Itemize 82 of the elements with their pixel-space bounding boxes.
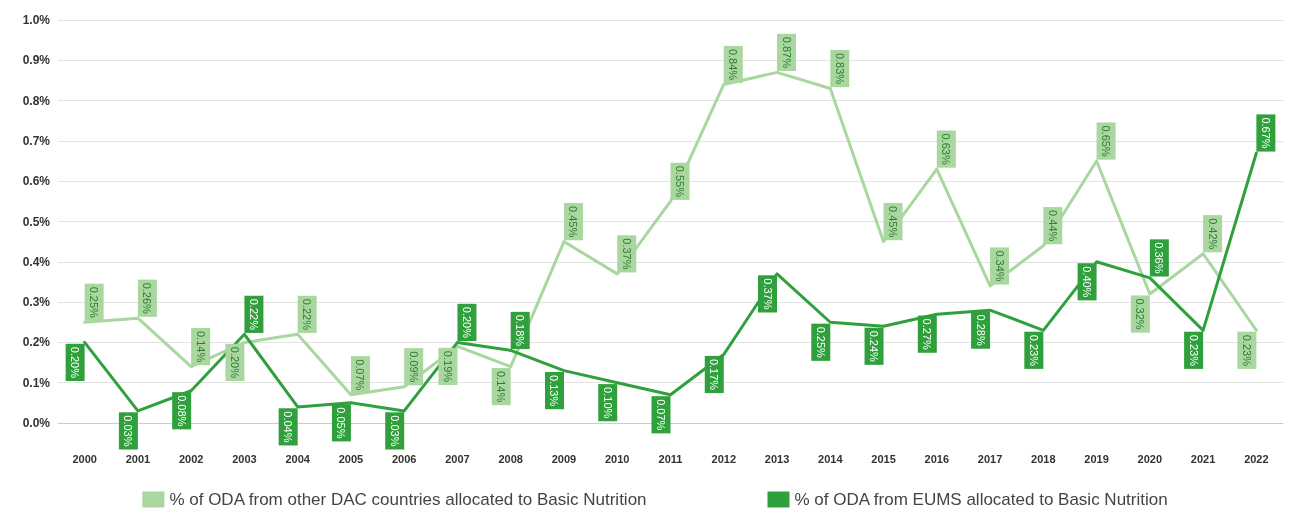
data-label: 0.27% [921, 318, 934, 350]
data-label: 0.37% [761, 278, 774, 310]
data-label: 0.07% [354, 359, 367, 391]
data-label: 0.23% [1187, 334, 1200, 367]
data-label: 0.09% [407, 351, 420, 383]
data-label: 0.19% [441, 350, 454, 383]
data-label: 0.17% [708, 358, 721, 391]
y-tick-label: 0.9% [22, 53, 51, 68]
y-tick-label: 0.0% [22, 416, 51, 430]
data-label: 0.63% [940, 133, 953, 165]
data-label: 0.83% [833, 52, 846, 85]
y-tick-label: 0.2% [22, 335, 51, 350]
y-tick-label: 0.1% [22, 375, 51, 390]
x-tick-label: 2020 [1137, 452, 1163, 465]
y-tick-label: 1.0% [22, 13, 51, 27]
y-tick-label: 0.3% [22, 295, 51, 310]
data-label: 0.20% [228, 346, 241, 379]
x-tick-label: 2022 [1244, 452, 1269, 465]
data-label: 0.20% [460, 306, 473, 339]
data-label: 0.28% [974, 314, 987, 346]
data-label: 0.44% [1046, 210, 1059, 242]
data-label: 0.87% [780, 36, 793, 69]
data-label: 0.08% [175, 395, 188, 427]
x-tick-label: 2005 [338, 452, 364, 465]
x-tick-label: 2002 [178, 452, 204, 465]
x-tick-label: 2006 [391, 452, 417, 465]
data-label: 0.23% [1240, 334, 1253, 367]
data-label: 0.25% [814, 326, 827, 359]
x-tick-label: 2019 [1084, 452, 1109, 465]
x-tick-label: 2003 [232, 452, 257, 465]
x-tick-label: 2017 [977, 452, 1003, 465]
data-label: 0.32% [1134, 298, 1147, 330]
data-label: 0.40% [1081, 266, 1094, 298]
x-tick-label: 2011 [658, 452, 683, 465]
legend-label: % of ODA from other DAC countries allocated to Basic Nutrition [169, 490, 647, 509]
x-tick-label: 2015 [871, 452, 896, 465]
x-tick-label: 2000 [72, 452, 97, 465]
data-label: 0.13% [548, 375, 561, 407]
data-label: 0.20% [69, 346, 82, 379]
data-label: 0.45% [567, 206, 580, 238]
data-label: 0.36% [1153, 242, 1166, 274]
data-label: 0.55% [674, 165, 686, 198]
y-tick-label: 0.4% [22, 254, 51, 269]
data-label: 0.84% [727, 48, 740, 81]
data-label: 0.14% [194, 330, 207, 363]
data-label: 0.05% [335, 407, 348, 439]
x-tick-label: 2007 [445, 452, 470, 465]
x-tick-label: 2012 [711, 452, 736, 465]
x-tick-label: 2001 [125, 452, 151, 465]
data-label: 0.22% [301, 298, 314, 331]
data-label: 0.26% [141, 282, 154, 315]
data-label: 0.65% [1100, 125, 1113, 157]
legend-label: % of ODA from EUMS allocated to Basic Nutrition [794, 490, 1168, 509]
data-label: 0.34% [993, 250, 1006, 282]
x-tick-label: 2008 [498, 452, 523, 465]
data-label: 0.25% [88, 286, 101, 319]
x-tick-label: 2009 [551, 452, 577, 465]
y-tick-label: 0.8% [22, 93, 51, 108]
data-label: 0.14% [495, 370, 508, 403]
data-label: 0.18% [514, 314, 527, 347]
data-label: 0.37% [620, 238, 633, 270]
data-label: 0.22% [247, 298, 260, 331]
data-label: 0.04% [282, 411, 295, 443]
data-label: 0.24% [868, 330, 881, 363]
x-tick-label: 2018 [1031, 452, 1056, 465]
data-label: 0.67% [1259, 117, 1272, 149]
y-tick-label: 0.7% [22, 133, 51, 148]
data-label: 0.10% [601, 387, 614, 419]
x-tick-label: 2016 [924, 452, 950, 465]
x-tick-label: 2014 [818, 452, 844, 465]
data-label: 0.45% [887, 206, 900, 238]
data-label: 0.23% [1027, 334, 1040, 367]
x-tick-label: 2010 [605, 452, 630, 465]
y-tick-label: 0.5% [22, 214, 51, 229]
data-label: 0.07% [655, 399, 667, 431]
x-tick-label: 2004 [285, 452, 311, 465]
x-tick-label: 2021 [1190, 452, 1216, 465]
y-tick-label: 0.6% [22, 174, 51, 189]
x-tick-label: 2013 [764, 452, 790, 465]
data-label: 0.42% [1206, 218, 1219, 250]
data-label: 0.03% [122, 415, 135, 447]
data-label: 0.03% [388, 415, 401, 447]
